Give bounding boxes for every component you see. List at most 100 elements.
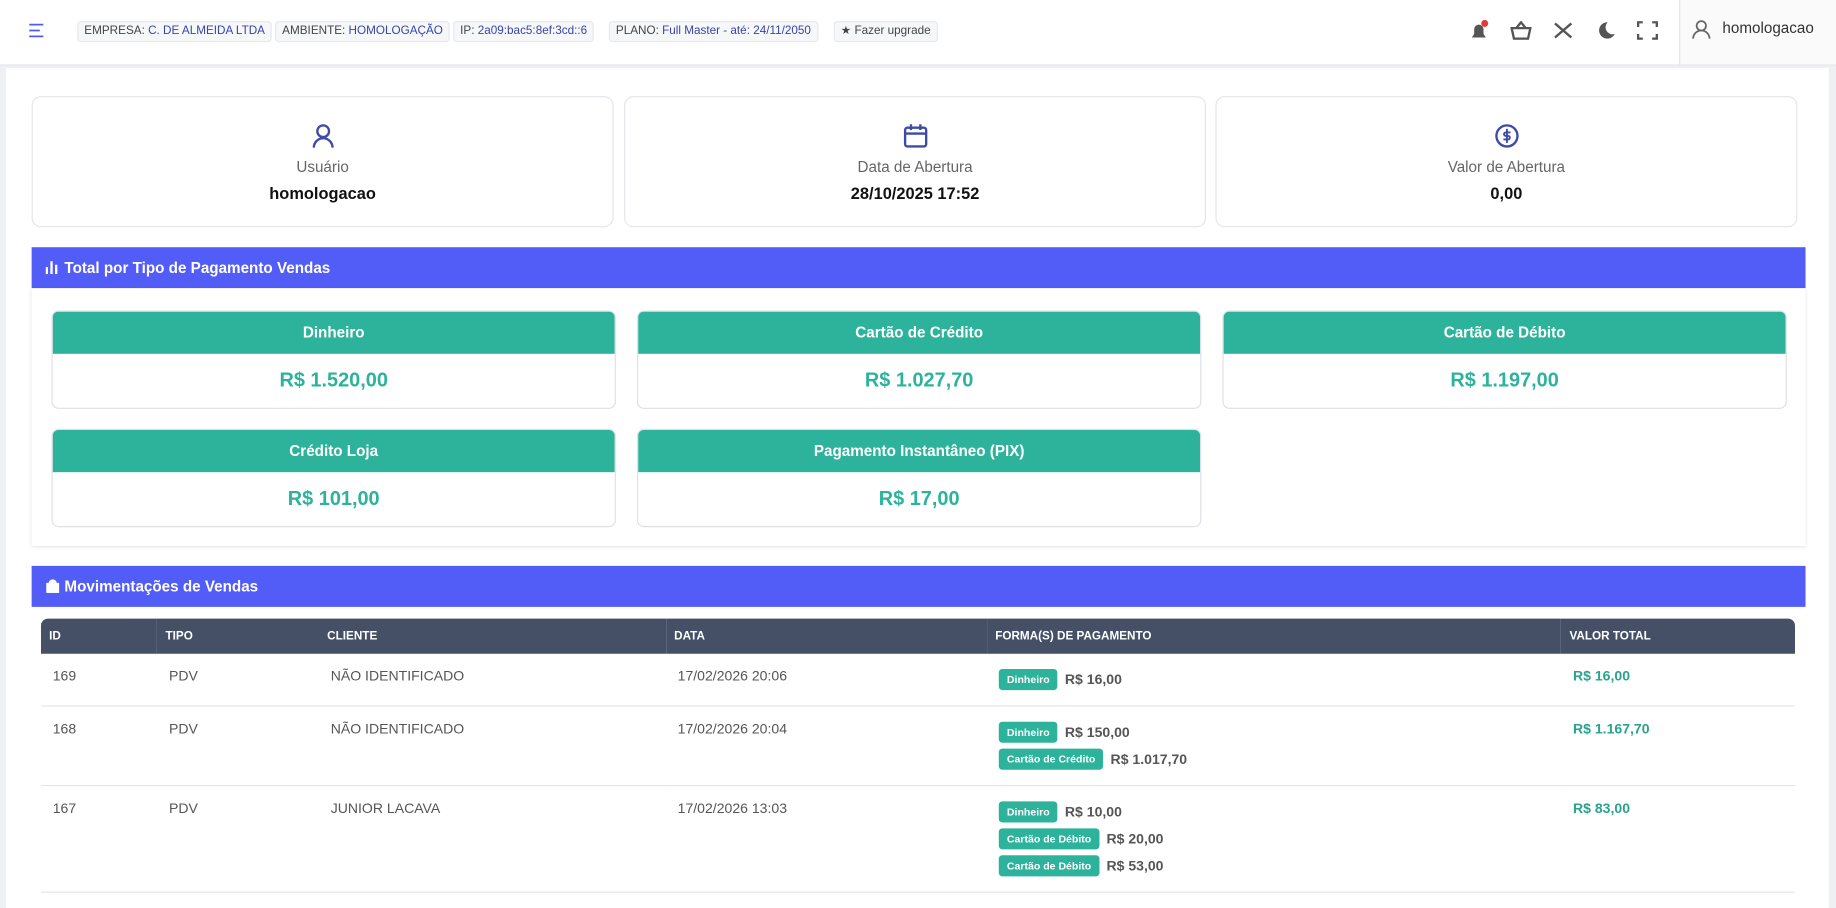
payment-value: R$ 17,00	[878, 487, 960, 510]
payment-value: R$ 1.520,00	[279, 369, 388, 392]
cell-cliente: NÃO IDENTIFICADO	[318, 653, 666, 707]
cell-id: 167	[40, 785, 158, 893]
column-header: FORMA(S) DE PAGAMENTO	[987, 618, 1562, 654]
payment-card: Dinheiro R$ 1.520,00	[51, 310, 616, 409]
cell-id: 168	[40, 705, 158, 787]
cell-tipo: PDV	[157, 653, 319, 707]
payment-method: Dinheiro	[998, 721, 1058, 743]
basket-icon[interactable]	[1510, 21, 1532, 40]
upgrade[interactable]: Fazer upgrade	[854, 24, 931, 38]
column-header: ID	[40, 618, 158, 654]
payment-amount: R$ 20,00	[1106, 830, 1164, 848]
payment-entry: Dinheiro R$ 150,00	[998, 721, 1562, 743]
chart-icon	[45, 261, 58, 275]
sales-title: Movimentações de Vendas	[64, 577, 259, 596]
badge-value: C. DE ALMEIDA LTDA	[148, 24, 265, 38]
info-value: 28/10/2025 17:52	[850, 183, 980, 203]
cell-data: 17/02/2026 13:03	[665, 785, 988, 893]
badge-value: 2a09:bac5:8ef:3cd::6	[477, 24, 588, 38]
badge-label: PLANO:	[615, 24, 659, 38]
cell-total: R$ 16,00	[1561, 653, 1795, 707]
cell-data: 17/02/2026 20:06	[665, 653, 988, 707]
payment-entry: Cartão de Débito R$ 53,00	[998, 855, 1562, 877]
payments-title: Total por Tipo de Pagamento Vendas	[64, 258, 331, 277]
payment-method: Cartão de Débito	[998, 855, 1100, 877]
payment-method: Cartão de Débito	[998, 828, 1100, 850]
fullscreen-icon[interactable]	[1636, 21, 1658, 40]
info-label: Data de Abertura	[857, 158, 973, 176]
user-icon	[1692, 20, 1711, 39]
moon-icon[interactable]	[1595, 21, 1616, 40]
cell-total: R$ 1.167,70	[1561, 705, 1795, 787]
cell-payments: Dinheiro R$ 10,00 Cartão de Débito R$ 20,00…	[987, 785, 1562, 893]
topbar-badge: PLANO: Full Master - até: 24/11/2050	[608, 21, 818, 43]
payment-card: Pagamento Instantâneo (PIX) R$ 17,00	[636, 428, 1202, 528]
bell-icon[interactable]	[1468, 19, 1489, 43]
cell-total: R$ 83,00	[1561, 785, 1795, 893]
payment-card: Cartão de Crédito R$ 1.027,70	[636, 310, 1202, 409]
cell-data: 17/02/2026 20:04	[665, 705, 988, 787]
topbar: EMPRESA: C. DE ALMEIDA LTDA AMBIENTE: HOM…	[0, 0, 1836, 66]
cell-cliente: NÃO IDENTIFICADO	[318, 705, 666, 787]
topbar-badge: EMPRESA: C. DE ALMEIDA LTDA	[77, 21, 273, 43]
tools-icon[interactable]	[1553, 21, 1574, 40]
cell-id: 169	[40, 653, 158, 707]
sale-row: 168 PDV NÃO IDENTIFICADO 17/02/2026 20:04 Di…	[40, 705, 1795, 787]
badge-value: HOMOLOGAÇÃO	[348, 24, 443, 38]
bag-icon	[46, 579, 60, 593]
column-header: VALOR TOTAL	[1561, 618, 1795, 654]
badge-label: IP:	[460, 24, 475, 38]
column-header: DATA	[665, 618, 988, 654]
payment-name: Cartão de Crédito	[638, 311, 1201, 354]
cell-payments: Dinheiro R$ 16,00	[987, 653, 1562, 707]
info-value: 0,00	[1490, 183, 1523, 203]
sales-header: Movimentações de Vendas	[31, 565, 1806, 607]
payment-value: R$ 1.197,00	[1450, 369, 1559, 392]
payment-entry: Dinheiro R$ 16,00	[998, 668, 1562, 691]
sales-table: ID TIPO CLIENTE DATA FORMA(S) DE PAGAMENTO VA…	[40, 618, 1795, 893]
payment-value: R$ 1.027,70	[864, 369, 974, 392]
info-card: Usuário homologacao	[31, 96, 614, 228]
payment-value: R$ 101,00	[287, 487, 380, 510]
topbar-badge: AMBIENTE: HOMOLOGAÇÃO	[275, 21, 450, 43]
info-label: Valor de Abertura	[1447, 158, 1566, 176]
payment-amount: R$ 53,00	[1106, 857, 1164, 875]
payment-method: Cartão de Crédito	[998, 748, 1104, 770]
column-header: TIPO	[157, 618, 319, 654]
payment-entry: Dinheiro R$ 10,00	[998, 801, 1562, 823]
info-icon	[903, 124, 928, 148]
payment-entry: Cartão de Crédito R$ 1.017,70	[998, 748, 1562, 770]
menu-icon[interactable]	[28, 23, 44, 38]
info-card: Data de Abertura 28/10/2025 17:52	[624, 96, 1207, 228]
payment-card: Crédito Loja R$ 101,00	[51, 428, 616, 528]
sale-row: 167 PDV JUNIOR LACAVA 17/02/2026 13:03 Dinhe…	[40, 785, 1795, 893]
payment-amount: R$ 10,00	[1064, 803, 1122, 821]
payment-amount: R$ 1.017,70	[1110, 750, 1188, 768]
payment-method: Dinheiro	[998, 801, 1058, 823]
info-card: Valor de Abertura 0,00	[1215, 96, 1798, 228]
column-header: CLIENTE	[318, 618, 666, 654]
info-icon	[312, 124, 334, 148]
topbar-badge: IP: 2a09:bac5:8ef:3cd::6	[453, 21, 595, 43]
cell-tipo: PDV	[157, 785, 319, 893]
badge-label: EMPRESA:	[84, 24, 145, 38]
badge-label: AMBIENTE:	[282, 24, 346, 38]
payment-name: Pagamento Instantâneo (PIX)	[638, 429, 1201, 473]
info-value: homologacao	[269, 183, 376, 203]
sale-row: 169 PDV NÃO IDENTIFICADO 17/02/2026 20:06 Di…	[40, 653, 1795, 707]
cell-cliente: JUNIOR LACAVA	[318, 785, 666, 893]
info-label: Usuário	[296, 158, 349, 176]
payment-name: Crédito Loja	[52, 429, 615, 473]
payment-card: Cartão de Débito R$ 1.197,00	[1222, 310, 1787, 409]
payments-header: Total por Tipo de Pagamento Vendas	[31, 247, 1806, 289]
cell-payments: Dinheiro R$ 150,00 Cartão de Crédito R$ 1.0…	[987, 705, 1562, 787]
payment-entry: Cartão de Débito R$ 20,00	[998, 828, 1562, 850]
upgrade-badge[interactable]: ★ Fazer upgrade	[833, 21, 938, 43]
cell-tipo: PDV	[157, 705, 319, 787]
user-name: homologacao	[1722, 18, 1814, 37]
payment-method: Dinheiro	[998, 668, 1058, 691]
info-icon	[1495, 124, 1519, 148]
user-menu[interactable]: homologacao	[1679, 0, 1836, 65]
